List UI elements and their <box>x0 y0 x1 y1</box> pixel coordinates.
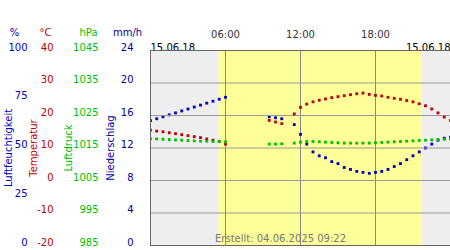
svg-text:100: 100 <box>8 42 27 53</box>
svg-text:1035: 1035 <box>73 74 98 85</box>
svg-text:40: 40 <box>41 42 54 53</box>
svg-text:16: 16 <box>121 107 134 118</box>
svg-text:Erstellt: 04.06.2025 09:22: Erstellt: 04.06.2025 09:22 <box>215 233 346 244</box>
svg-text:8: 8 <box>127 172 133 183</box>
svg-text:-20: -20 <box>37 237 53 248</box>
svg-text:30: 30 <box>41 74 54 85</box>
svg-text:10: 10 <box>41 139 54 150</box>
svg-text:06:00: 06:00 <box>211 29 240 40</box>
svg-text:75: 75 <box>15 90 28 101</box>
svg-text:1025: 1025 <box>73 107 98 118</box>
svg-text:hPa: hPa <box>79 27 97 38</box>
svg-text:-10: -10 <box>37 204 53 215</box>
svg-text:4: 4 <box>127 204 133 215</box>
svg-text:1015: 1015 <box>73 139 98 150</box>
svg-text:50: 50 <box>15 139 28 150</box>
svg-text:12: 12 <box>121 139 134 150</box>
svg-text:%: % <box>10 27 20 38</box>
svg-text:985: 985 <box>79 237 98 248</box>
svg-text:Temperatur: Temperatur <box>28 118 39 177</box>
svg-text:mm/h: mm/h <box>113 27 142 38</box>
svg-text:0: 0 <box>21 237 27 248</box>
svg-text:20: 20 <box>121 74 134 85</box>
svg-text:25: 25 <box>15 188 28 199</box>
svg-text:Luftdruck: Luftdruck <box>63 124 74 171</box>
svg-text:1005: 1005 <box>73 172 98 183</box>
svg-text:20: 20 <box>41 107 54 118</box>
svg-text:Niederschlag: Niederschlag <box>105 115 116 180</box>
svg-text:Luftfeuchtigkeit: Luftfeuchtigkeit <box>3 109 14 187</box>
svg-text:24: 24 <box>121 42 134 53</box>
svg-text:°C: °C <box>40 27 52 38</box>
svg-text:995: 995 <box>79 204 98 215</box>
svg-text:18:00: 18:00 <box>361 29 390 40</box>
svg-text:0: 0 <box>127 237 133 248</box>
svg-text:15.06.18: 15.06.18 <box>150 41 195 53</box>
svg-text:0: 0 <box>47 172 53 183</box>
svg-text:12:00: 12:00 <box>286 29 315 40</box>
svg-text:1045: 1045 <box>73 42 98 53</box>
